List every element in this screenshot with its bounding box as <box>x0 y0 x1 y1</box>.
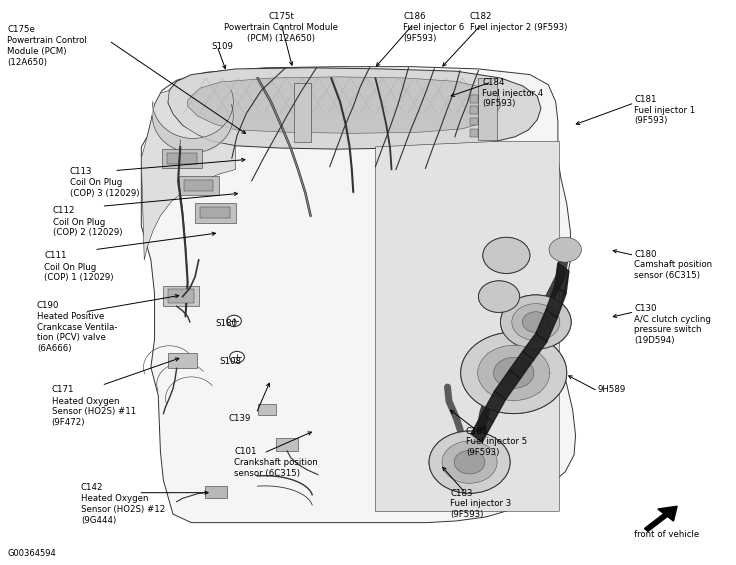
Polygon shape <box>509 351 534 379</box>
Polygon shape <box>141 67 576 523</box>
Bar <box>179 176 219 195</box>
Text: C142: C142 <box>81 483 104 492</box>
Circle shape <box>475 344 552 402</box>
Text: C190: C190 <box>37 301 59 310</box>
Circle shape <box>483 237 530 273</box>
Circle shape <box>461 332 567 414</box>
Text: 9H589: 9H589 <box>598 385 626 394</box>
Text: Coil On Plug
(COP) 1 (12029): Coil On Plug (COP) 1 (12029) <box>44 263 113 282</box>
Bar <box>470 129 478 137</box>
Polygon shape <box>555 263 569 294</box>
Text: C101
Crankshaft position
sensor (6C315): C101 Crankshaft position sensor (6C315) <box>234 447 318 478</box>
Bar <box>470 118 478 125</box>
Text: C186
Fuel injector 6
(9F593): C186 Fuel injector 6 (9F593) <box>403 12 464 43</box>
Polygon shape <box>141 90 236 260</box>
Text: G00364594: G00364594 <box>7 549 56 558</box>
Bar <box>162 149 202 168</box>
Bar <box>167 153 197 164</box>
Bar <box>258 404 276 415</box>
Text: S108: S108 <box>219 357 241 366</box>
Circle shape <box>440 440 499 485</box>
Polygon shape <box>471 414 493 442</box>
Circle shape <box>429 431 510 493</box>
Circle shape <box>488 288 510 305</box>
Bar <box>294 83 311 142</box>
Circle shape <box>500 295 571 349</box>
Bar <box>195 203 236 223</box>
Circle shape <box>492 356 536 390</box>
Circle shape <box>230 351 244 363</box>
Text: C112: C112 <box>53 206 76 215</box>
Text: C113: C113 <box>70 167 93 176</box>
Bar <box>470 95 478 103</box>
Bar <box>470 106 478 114</box>
Bar <box>205 486 227 498</box>
Text: front of vehicle: front of vehicle <box>634 530 700 539</box>
Bar <box>276 438 298 451</box>
Polygon shape <box>168 68 541 149</box>
Circle shape <box>461 332 567 414</box>
Circle shape <box>478 345 550 401</box>
Text: C175e
Powertrain Control
Module (PCM)
(12A650): C175e Powertrain Control Module (PCM) (1… <box>7 25 87 67</box>
Circle shape <box>494 358 534 388</box>
Text: C180
Camshaft position
sensor (6C315): C180 Camshaft position sensor (6C315) <box>634 250 712 280</box>
Text: Coil On Plug
(COP) 2 (12029): Coil On Plug (COP) 2 (12029) <box>53 218 122 237</box>
Circle shape <box>514 306 557 338</box>
Circle shape <box>478 281 520 312</box>
Polygon shape <box>523 333 547 360</box>
Text: Heated Oxygen
Sensor (HO2S) #12
(9G444): Heated Oxygen Sensor (HO2S) #12 (9G444) <box>81 494 165 525</box>
Bar <box>478 78 497 140</box>
Text: C175t
Powertrain Control Module
(PCM) (12A650): C175t Powertrain Control Module (PCM) (1… <box>224 12 338 43</box>
Bar <box>200 207 230 218</box>
Text: S180: S180 <box>215 319 237 328</box>
Polygon shape <box>375 141 559 511</box>
Bar <box>184 180 213 191</box>
Text: C139: C139 <box>228 414 250 423</box>
Circle shape <box>512 303 560 341</box>
Circle shape <box>549 237 581 262</box>
Text: C171: C171 <box>52 385 74 394</box>
Text: Heated Positive
Crankcase Ventila-
tion (PCV) valve
(6A666): Heated Positive Crankcase Ventila- tion … <box>37 312 117 353</box>
Circle shape <box>483 237 530 273</box>
Bar <box>168 289 194 303</box>
Polygon shape <box>188 77 500 133</box>
Bar <box>168 353 197 368</box>
Polygon shape <box>495 370 520 399</box>
FancyArrow shape <box>645 506 677 531</box>
Bar <box>163 286 199 306</box>
Text: C130
A/C clutch cycling
pressure switch
(19D594): C130 A/C clutch cycling pressure switch … <box>634 304 711 345</box>
Circle shape <box>454 450 485 474</box>
Text: Heated Oxygen
Sensor (HO2S) #11
(9F472): Heated Oxygen Sensor (HO2S) #11 (9F472) <box>52 397 135 427</box>
Text: C111: C111 <box>44 251 67 260</box>
Text: Coil On Plug
(COP) 3 (12029): Coil On Plug (COP) 3 (12029) <box>70 178 139 198</box>
Circle shape <box>500 295 571 349</box>
Circle shape <box>523 312 549 332</box>
Circle shape <box>429 431 510 493</box>
Polygon shape <box>482 391 506 422</box>
Text: C185
Fuel injector 5
(9F593): C185 Fuel injector 5 (9F593) <box>466 427 527 457</box>
Circle shape <box>442 441 497 483</box>
Polygon shape <box>536 310 557 342</box>
Polygon shape <box>546 285 566 318</box>
Circle shape <box>478 281 520 312</box>
Circle shape <box>227 315 241 327</box>
Circle shape <box>453 450 486 475</box>
Text: C184
Fuel injector 4
(9F593): C184 Fuel injector 4 (9F593) <box>482 78 543 108</box>
Text: C182
Fuel injector 2 (9F593): C182 Fuel injector 2 (9F593) <box>470 12 567 32</box>
Text: C181
Fuel injector 1
(9F593): C181 Fuel injector 1 (9F593) <box>634 95 696 125</box>
Text: C183
Fuel injector 3
(9F593): C183 Fuel injector 3 (9F593) <box>450 489 512 519</box>
Text: S109: S109 <box>211 42 233 51</box>
